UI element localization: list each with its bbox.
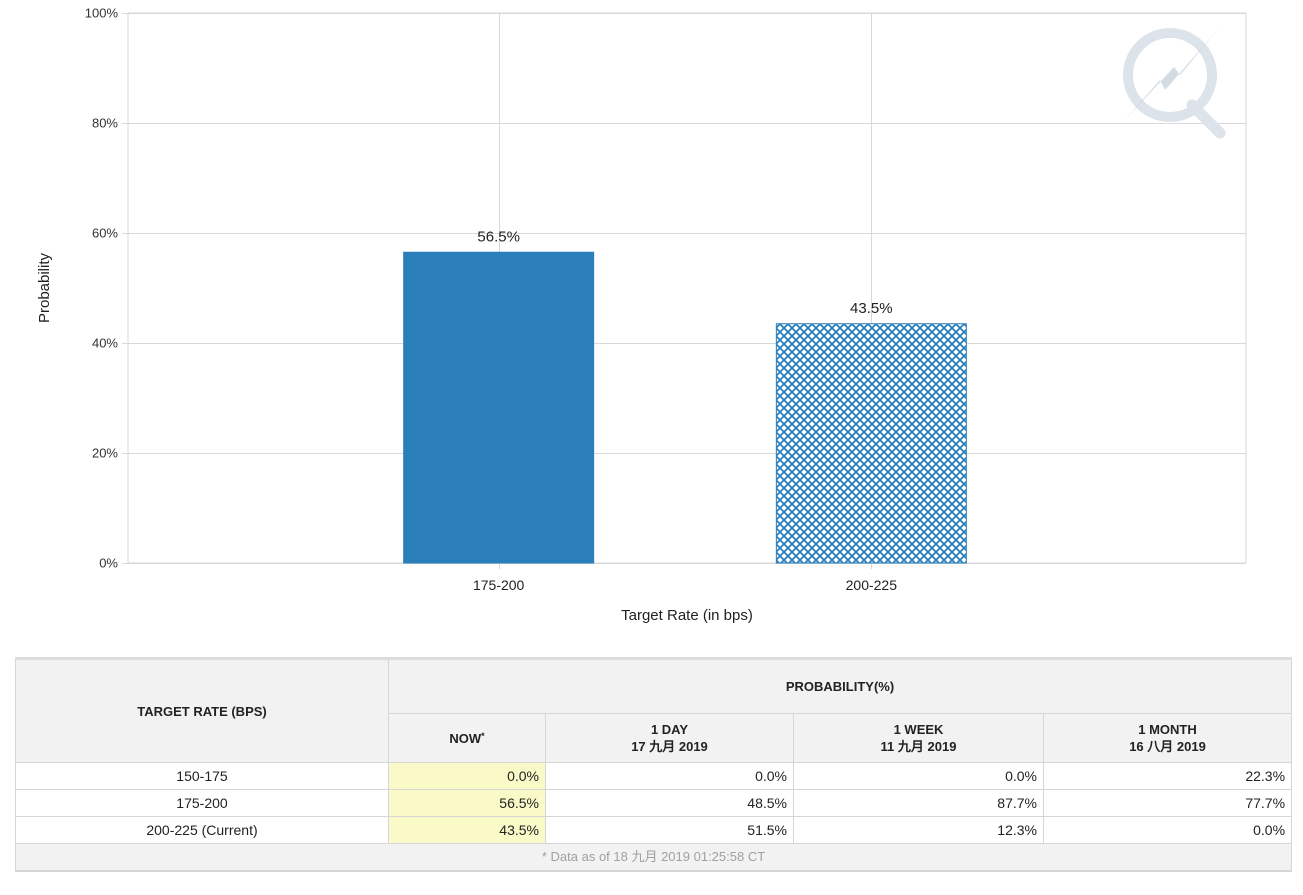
chart-svg: 0% 20% 40% 60% 80% 100% 56.5% 175-200 43.5% 200-2… — [36, 6, 1247, 624]
column-label: NOW — [449, 730, 482, 746]
table-row: 200-225 (Current) 43.5% 51.5% 12.3% 0.0% — [15, 816, 1293, 844]
y-tick-label: 0% — [99, 556, 118, 571]
watermark-logo-icon — [1123, 27, 1226, 139]
table-row: 175-200 56.5% 48.5% 87.7% 77.7% — [15, 789, 1293, 817]
x-axis-title: Target Rate (in bps) — [621, 607, 753, 624]
column-date: 11 九月 2019 — [880, 739, 957, 754]
y-axis-title: Probability — [36, 252, 53, 323]
table-footnote: * Data as of 18 九月 2019 01:25:58 CT — [14, 843, 1293, 872]
probability-chart: 0% 20% 40% 60% 80% 100% 56.5% 175-200 43.5% 200-2… — [36, 6, 1247, 624]
x-tick-label: 200-225 — [846, 577, 898, 593]
x-tick-label: 175-200 — [473, 577, 525, 593]
bar-175-200 — [403, 251, 595, 564]
column-footnote-marker: * — [481, 730, 485, 741]
probability-cell: 87.7% — [793, 789, 1044, 817]
rate-cell: 175-200 — [15, 789, 389, 817]
probability-cell: 0.0% — [793, 762, 1044, 790]
column-header-2: 1 WEEK 11 九月 2019 — [793, 713, 1044, 763]
probability-cell: 51.5% — [545, 816, 794, 844]
rate-cell: 200-225 (Current) — [15, 816, 389, 844]
probability-cell: 0.0% — [388, 762, 546, 790]
probability-cell: 0.0% — [545, 762, 794, 790]
y-tick-label: 80% — [92, 116, 118, 131]
y-tick-label: 100% — [85, 6, 119, 21]
column-label: 1 MONTH — [1138, 722, 1197, 737]
column-label: 1 DAY — [650, 722, 689, 737]
y-tick-label: 20% — [92, 446, 118, 461]
data-label: 56.5% — [477, 228, 520, 245]
probability-cell: 56.5% — [388, 789, 546, 817]
probability-table-container: TARGET RATE (BPS) PROBABILITY(%) NOW* 1 D… — [14, 657, 1293, 872]
column-date: 16 八月 2019 — [1129, 739, 1206, 754]
bar-200-225 — [775, 323, 967, 564]
y-tick-label: 60% — [92, 226, 118, 241]
rate-cell: 150-175 — [15, 762, 389, 790]
probability-table: TARGET RATE (BPS) PROBABILITY(%) NOW* 1 D… — [14, 657, 1293, 872]
probability-cell: 43.5% — [388, 816, 546, 844]
y-tick-label: 40% — [92, 336, 118, 351]
data-label: 43.5% — [850, 300, 893, 317]
probability-cell: 22.3% — [1042, 762, 1293, 790]
column-date: 17 九月 2019 — [631, 739, 708, 754]
probability-cell: 48.5% — [545, 789, 794, 817]
column-header-0: NOW* — [388, 713, 546, 763]
header-probability: PROBABILITY(%) — [387, 657, 1293, 714]
probability-cell: 0.0% — [1042, 816, 1293, 844]
table-row: 150-175 0.0% 0.0% 0.0% 22.3% — [15, 762, 1293, 790]
column-header-3: 1 MONTH 16 八月 2019 — [1042, 713, 1293, 763]
probability-cell: 12.3% — [793, 816, 1044, 844]
header-target-rate: TARGET RATE (BPS) — [15, 657, 389, 763]
plot-border — [127, 12, 1247, 564]
probability-cell: 77.7% — [1042, 789, 1293, 817]
column-header-1: 1 DAY 17 九月 2019 — [545, 713, 794, 763]
column-label: 1 WEEK — [893, 722, 944, 737]
